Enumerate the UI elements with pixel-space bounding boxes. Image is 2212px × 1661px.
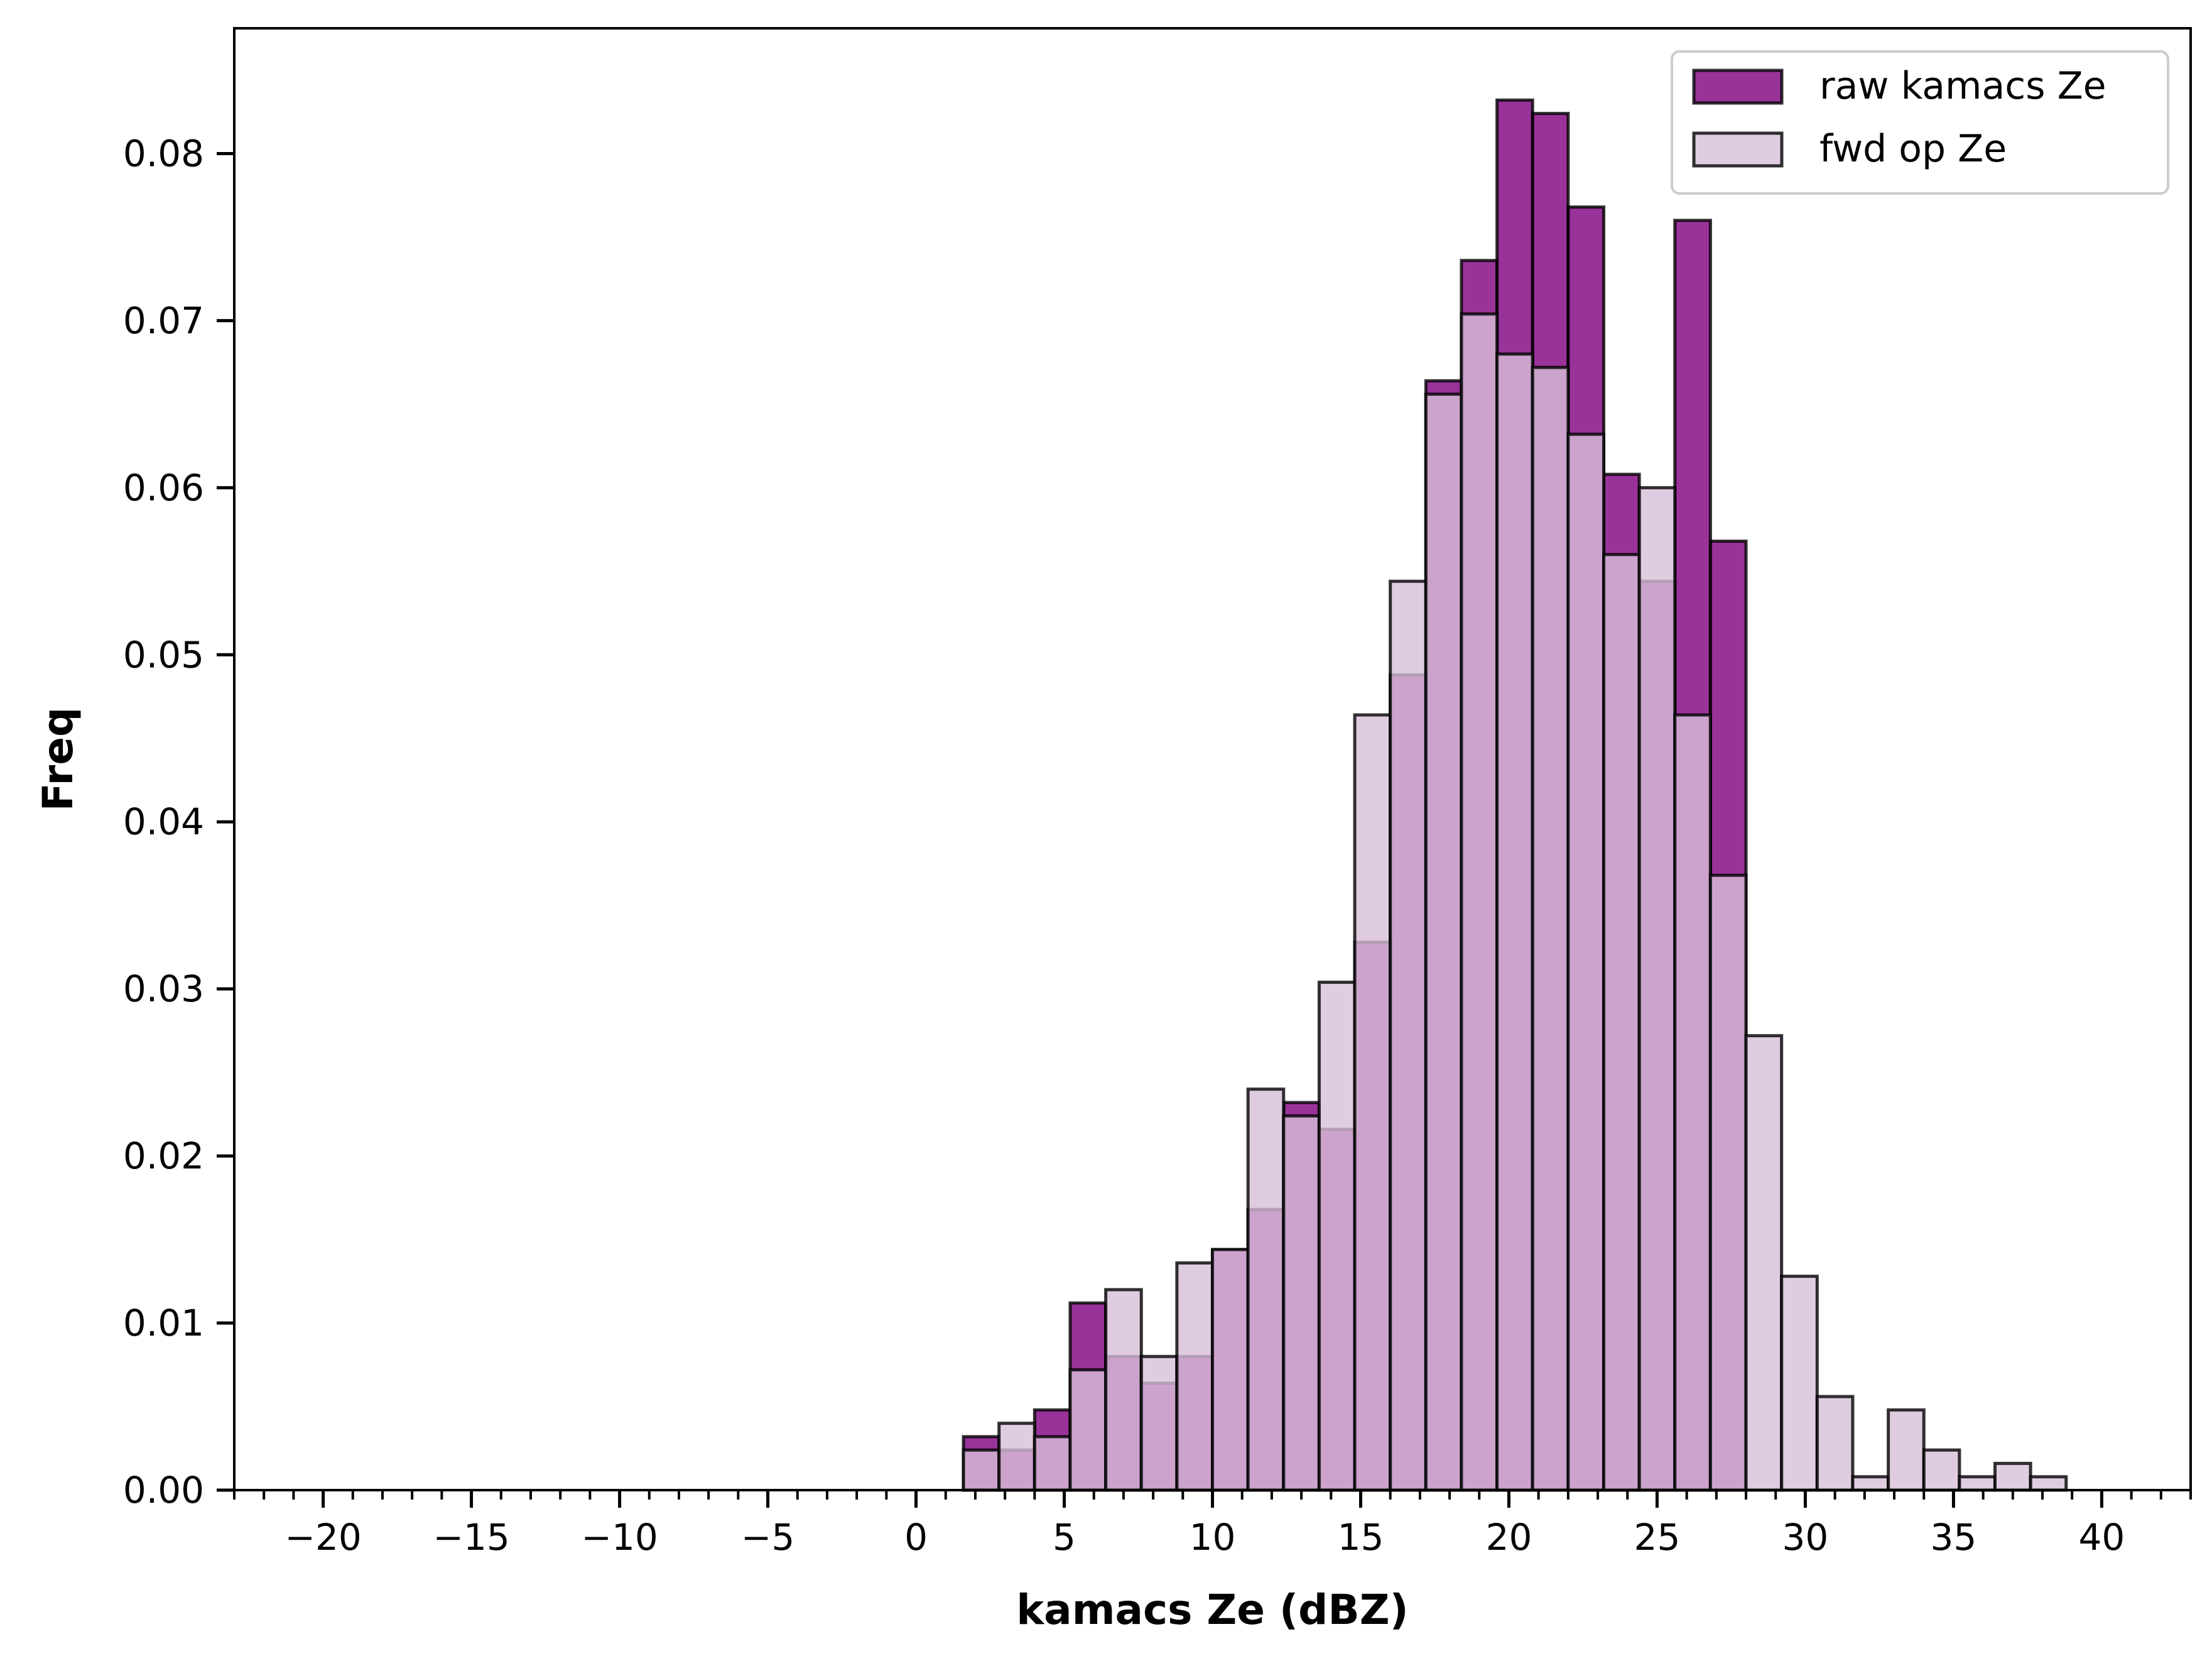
ticks: −20 −15 −10 −5 0 5 10 15 20 25 30 35 40 0.00 0.01 0.02 0…: [123, 132, 2192, 1559]
fwd-bar: [1424, 392, 1463, 1492]
fwd-bar: [1708, 873, 1748, 1492]
x-tick-label: 0: [904, 1516, 928, 1559]
fwd-bar: [1495, 352, 1534, 1492]
fwd-bar: [1673, 713, 1712, 1492]
x-tick-label: 35: [1931, 1516, 1977, 1559]
x-tick-label: 20: [1486, 1516, 1532, 1559]
fwd-bar: [1958, 1475, 1997, 1492]
fwd-bar: [1211, 1248, 1250, 1492]
fwd-bar: [1353, 713, 1392, 1492]
fwd-bar: [1389, 579, 1428, 1492]
fwd-bar: [1993, 1461, 2032, 1492]
x-tick-label: −15: [433, 1516, 509, 1559]
fwd-series-bars: [962, 312, 2068, 1492]
fwd-bar: [1460, 312, 1499, 1492]
fwd-bar: [962, 1448, 1001, 1492]
x-tick-label: 10: [1190, 1516, 1236, 1559]
legend-label: fwd op Ze: [1819, 127, 2007, 171]
x-tick-label: 40: [2079, 1516, 2125, 1559]
fwd-bar: [1531, 366, 1570, 1492]
y-tick-label: 0.03: [123, 967, 204, 1010]
legend-box: [1671, 50, 2169, 195]
x-axis-title: kamacs Ze (dBZ): [1016, 1586, 1408, 1634]
x-tick-label: −5: [741, 1516, 795, 1559]
fwd-bar: [1744, 1034, 1784, 1492]
x-tick-label: 30: [1782, 1516, 1829, 1559]
fwd-bar: [1033, 1435, 1072, 1492]
y-tick-label: 0.01: [123, 1302, 204, 1344]
x-tick-label: 25: [1634, 1516, 1681, 1559]
fwd-bar: [1815, 1395, 1855, 1492]
y-tick-label: 0.08: [123, 132, 204, 175]
fwd-bar: [1780, 1275, 1819, 1492]
fwd-bar: [997, 1422, 1036, 1492]
x-tick-label: −10: [581, 1516, 658, 1559]
fwd-bar: [1637, 486, 1677, 1492]
fwd-bar: [1282, 1114, 1321, 1492]
fwd-bar: [1104, 1288, 1143, 1492]
legend-swatch: [1692, 131, 1784, 168]
fwd-bar: [2029, 1475, 2068, 1492]
fwd-bar: [1317, 981, 1357, 1492]
x-tick-label: −20: [285, 1516, 361, 1559]
fwd-bar: [1566, 432, 1605, 1492]
fwd-bar: [1139, 1354, 1179, 1492]
x-tick-label: 5: [1053, 1516, 1076, 1559]
fwd-bar: [1922, 1448, 1961, 1492]
legend: raw kamacs Ze fwd op Ze: [1671, 50, 2169, 195]
legend-label: raw kamacs Ze: [1819, 64, 2106, 108]
y-tick-label: 0.00: [123, 1469, 204, 1511]
fwd-bar: [1175, 1261, 1215, 1492]
y-tick-label: 0.02: [123, 1135, 204, 1177]
y-tick-label: 0.06: [123, 466, 204, 509]
y-tick-label: 0.07: [123, 299, 204, 342]
x-tick-label: 15: [1338, 1516, 1384, 1559]
y-axis-title: Freq: [34, 707, 82, 811]
y-tick-label: 0.05: [123, 633, 204, 676]
fwd-bar: [1887, 1408, 1926, 1492]
fwd-bar: [1246, 1087, 1286, 1492]
fwd-bar: [1068, 1368, 1108, 1492]
fwd-bar: [1602, 553, 1641, 1492]
fwd-bar: [1851, 1475, 1890, 1492]
legend-swatch: [1692, 68, 1784, 105]
y-tick-label: 0.04: [123, 800, 204, 843]
